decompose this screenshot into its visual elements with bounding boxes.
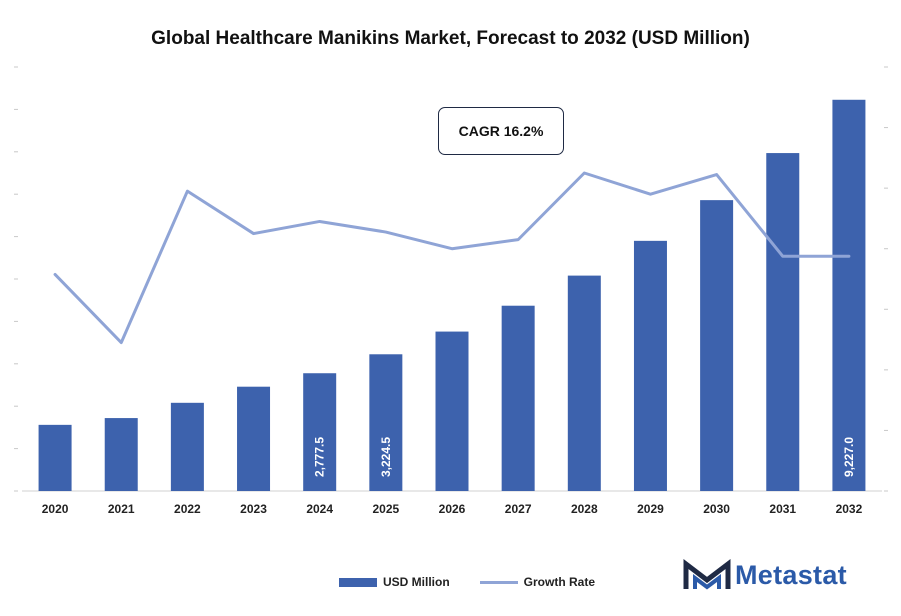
legend-label-growth-rate: Growth Rate (523, 575, 596, 589)
bar-2023 (237, 386, 271, 491)
logo-text: Metastat (735, 559, 847, 590)
x-tick-label: 2031 (769, 502, 796, 516)
bar-2025 (369, 354, 403, 491)
bar-2022 (170, 402, 204, 491)
data-label-2025: 3,224.5 (379, 437, 393, 477)
bar-2031 (766, 153, 800, 491)
x-tick-label: 2020 (42, 502, 69, 516)
x-tick-label: 2021 (108, 502, 135, 516)
bar-2027 (501, 305, 535, 491)
data-label-2024: 2,777.5 (313, 437, 327, 477)
x-tick-label: 2029 (637, 502, 664, 516)
bar-2029 (633, 240, 667, 491)
chart-title: Global Healthcare Manikins Market, Forec… (151, 28, 750, 49)
x-tick-label: 2023 (240, 502, 267, 516)
x-tick-label: 2022 (174, 502, 201, 516)
data-label-2032: 9,227.0 (842, 437, 856, 477)
legend-label-usd-million: USD Million (383, 575, 450, 589)
x-tick-label: 2027 (505, 502, 532, 516)
legend-item-growth-rate: Growth Rate (479, 575, 596, 589)
growth-rate-line (53, 171, 851, 345)
x-tick-label: 2024 (306, 502, 333, 516)
bar-2032 (832, 99, 866, 491)
bar-2021 (104, 418, 138, 491)
metastat-logo-icon (683, 558, 731, 590)
bar-2024 (303, 373, 337, 491)
legend-item-usd-million: USD Million (339, 575, 450, 589)
x-tick-label: 2028 (571, 502, 598, 516)
bar-2028 (567, 275, 601, 491)
metastat-logo: Metastat (683, 558, 847, 592)
x-tick-label: 2026 (439, 502, 466, 516)
legend: USD Million Growth Rate (339, 575, 625, 589)
cagr-annotation: CAGR 16.2% (438, 107, 564, 155)
bar-2020 (38, 424, 72, 491)
x-tick-label: 2032 (836, 502, 863, 516)
x-tick-label: 2025 (372, 502, 399, 516)
legend-line-swatch (479, 580, 518, 584)
x-tick-label: 2030 (703, 502, 730, 516)
legend-bar-swatch (339, 577, 377, 587)
bar-2026 (435, 331, 469, 491)
bar-2030 (700, 200, 734, 492)
